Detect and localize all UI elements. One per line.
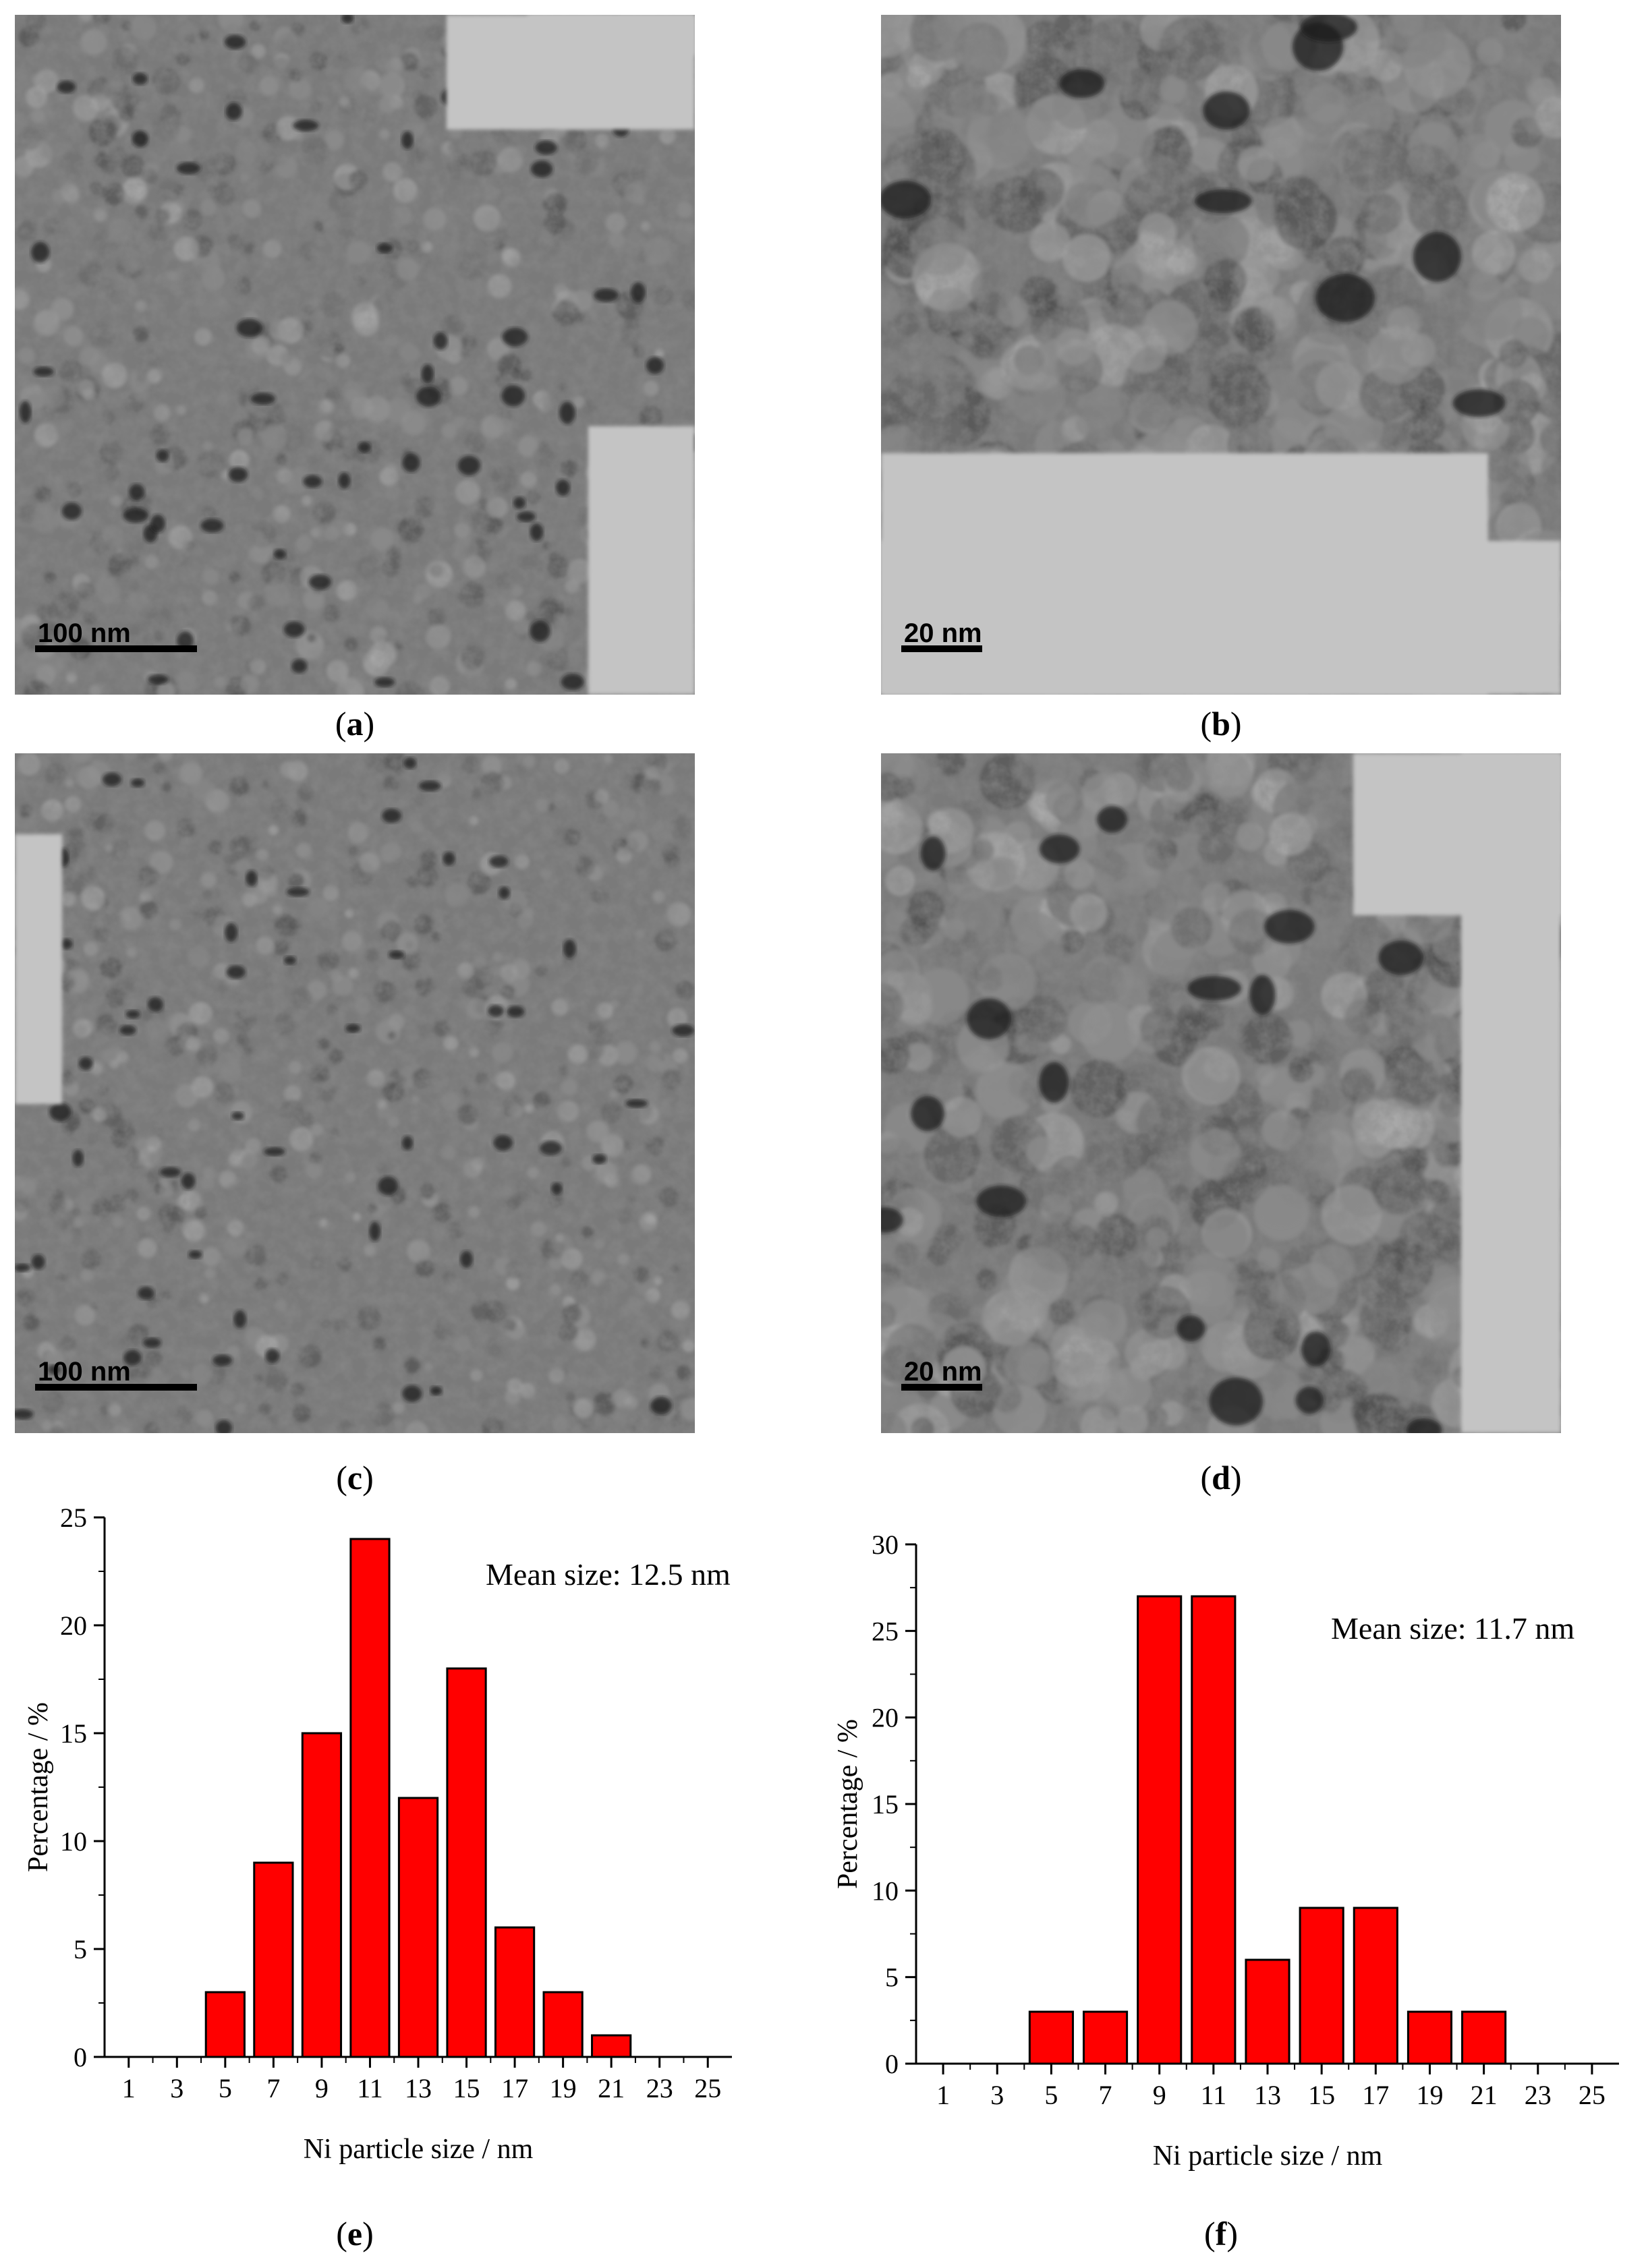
bar-e-21 bbox=[591, 2034, 632, 2058]
x-tick-label-f: 23 bbox=[1525, 2080, 1552, 2110]
x-axis-label-f: Ni particle size / nm bbox=[1153, 2141, 1383, 2172]
x-tick-label-e: 3 bbox=[170, 2073, 183, 2103]
x-tick-label-e: 13 bbox=[405, 2073, 432, 2103]
caption-d: (d) bbox=[1200, 1459, 1242, 1496]
bar-e-11 bbox=[349, 1538, 391, 2058]
x-tick-label-f: 5 bbox=[1044, 2080, 1058, 2110]
scale-label-b: 20 nm bbox=[904, 618, 982, 648]
scale-bar-d bbox=[901, 1384, 982, 1391]
y-tick-label-e: 10 bbox=[60, 1826, 87, 1857]
caption-a: (a) bbox=[335, 705, 375, 743]
x-tick-label-f: 15 bbox=[1308, 2080, 1335, 2110]
tem-image-a: 100 nm bbox=[15, 15, 695, 695]
tem-micrograph-a: 100 nm bbox=[15, 15, 695, 695]
x-tick-label-f: 17 bbox=[1362, 2080, 1389, 2110]
x-tick-label-e: 5 bbox=[219, 2073, 232, 2103]
tem-image-d: 20 nm bbox=[881, 753, 1561, 1433]
bar-f-19 bbox=[1407, 2010, 1453, 2065]
x-tick-label-e: 21 bbox=[598, 2073, 625, 2103]
tem-micrograph-c: 100 nm bbox=[15, 753, 695, 1433]
y-tick-label-f: 25 bbox=[872, 1616, 899, 1646]
mean-size-annotation-e: Mean size: 12.5 nm bbox=[486, 1557, 731, 1592]
caption-d-letter: d bbox=[1212, 1459, 1230, 1496]
y-tick-label-e: 5 bbox=[74, 1934, 87, 1965]
caption-e: (e) bbox=[336, 2215, 374, 2252]
y-tick-label-e: 20 bbox=[60, 1610, 87, 1641]
y-tick-label-f: 5 bbox=[885, 1962, 899, 1993]
x-tick-label-f: 13 bbox=[1254, 2080, 1281, 2110]
x-tick-label-e: 25 bbox=[694, 2073, 721, 2103]
bar-e-15 bbox=[446, 1667, 487, 2058]
mean-size-annotation-f: Mean size: 11.7 nm bbox=[1331, 1611, 1574, 1646]
x-tick-label-f: 7 bbox=[1099, 2080, 1112, 2110]
scale-label-d: 20 nm bbox=[904, 1357, 982, 1387]
y-tick-label-f: 30 bbox=[872, 1530, 899, 1560]
scale-bar-a bbox=[35, 645, 197, 652]
caption-f-letter: f bbox=[1215, 2215, 1227, 2252]
x-tick-label-e: 23 bbox=[646, 2073, 673, 2103]
bar-e-5 bbox=[204, 1991, 246, 2058]
scale-bar-b bbox=[901, 645, 982, 652]
x-tick-label-f: 3 bbox=[990, 2080, 1004, 2110]
y-tick-label-f: 15 bbox=[872, 1789, 899, 1820]
bar-f-9 bbox=[1137, 1595, 1183, 2065]
bar-f-17 bbox=[1353, 1907, 1398, 2065]
x-tick-label-f: 9 bbox=[1153, 2080, 1166, 2110]
x-tick-label-f: 1 bbox=[936, 2080, 950, 2110]
caption-f: (f) bbox=[1204, 2215, 1238, 2252]
scale-label-a: 100 nm bbox=[38, 618, 131, 648]
x-tick-label-e: 17 bbox=[501, 2073, 528, 2103]
bar-f-11 bbox=[1191, 1595, 1237, 2065]
bar-f-5 bbox=[1028, 2010, 1074, 2065]
tem-micrograph-b: 20 nm bbox=[881, 15, 1561, 695]
x-tick-label-f: 21 bbox=[1471, 2080, 1498, 2110]
caption-e-letter: e bbox=[347, 2215, 363, 2252]
bar-f-21 bbox=[1461, 2010, 1507, 2065]
scale-label-c: 100 nm bbox=[38, 1357, 131, 1387]
x-tick-label-e: 15 bbox=[453, 2073, 480, 2103]
bar-e-17 bbox=[494, 1926, 536, 2058]
x-tick-label-e: 19 bbox=[550, 2073, 577, 2103]
x-tick-label-f: 25 bbox=[1579, 2080, 1606, 2110]
caption-b-letter: b bbox=[1212, 705, 1230, 743]
x-tick-label-e: 7 bbox=[266, 2073, 280, 2103]
caption-c: (c) bbox=[336, 1459, 374, 1496]
scale-bar-c bbox=[35, 1384, 197, 1391]
y-tick-label-f: 0 bbox=[885, 2049, 899, 2079]
bar-f-15 bbox=[1299, 1907, 1344, 2065]
y-axis-label-e: Percentage / % bbox=[23, 1702, 54, 1872]
y-tick-label-f: 20 bbox=[872, 1703, 899, 1733]
x-tick-label-f: 11 bbox=[1201, 2080, 1227, 2110]
x-tick-label-e: 1 bbox=[122, 2073, 136, 2103]
y-tick-label-e: 15 bbox=[60, 1718, 87, 1749]
histogram-f: 0 5 10 15 20 25 30 1 3 5 7 9 11 13 15 17 19 21 23 25 Ni part… bbox=[810, 1497, 1646, 2212]
y-axis-label-f: Percentage / % bbox=[832, 1719, 863, 1889]
bar-e-7 bbox=[253, 1861, 294, 2058]
y-tick-label-f: 10 bbox=[872, 1876, 899, 1906]
bar-e-13 bbox=[397, 1797, 439, 2058]
x-axis-label-e: Ni particle size / nm bbox=[304, 2134, 534, 2165]
bar-f-7 bbox=[1082, 2010, 1129, 2065]
histogram-e: 0 5 10 15 20 25 1 3 5 7 9 11 13 15 17 19 21 23 25 Ni partic… bbox=[0, 1497, 783, 2212]
y-tick-label-e: 0 bbox=[74, 2042, 87, 2072]
bar-e-9 bbox=[301, 1732, 343, 2058]
tem-image-c: 100 nm bbox=[15, 753, 695, 1433]
bar-f-13 bbox=[1245, 1958, 1290, 2065]
y-tick-label-e: 25 bbox=[60, 1503, 87, 1533]
tem-image-b: 20 nm bbox=[881, 15, 1561, 695]
x-tick-label-e: 9 bbox=[315, 2073, 329, 2103]
caption-b: (b) bbox=[1200, 705, 1242, 743]
x-tick-label-f: 19 bbox=[1416, 2080, 1443, 2110]
caption-c-letter: c bbox=[347, 1459, 363, 1496]
caption-a-letter: a bbox=[346, 705, 364, 743]
x-tick-label-e: 11 bbox=[357, 2073, 383, 2103]
bar-e-19 bbox=[542, 1991, 584, 2058]
tem-micrograph-d: 20 nm bbox=[881, 753, 1561, 1433]
